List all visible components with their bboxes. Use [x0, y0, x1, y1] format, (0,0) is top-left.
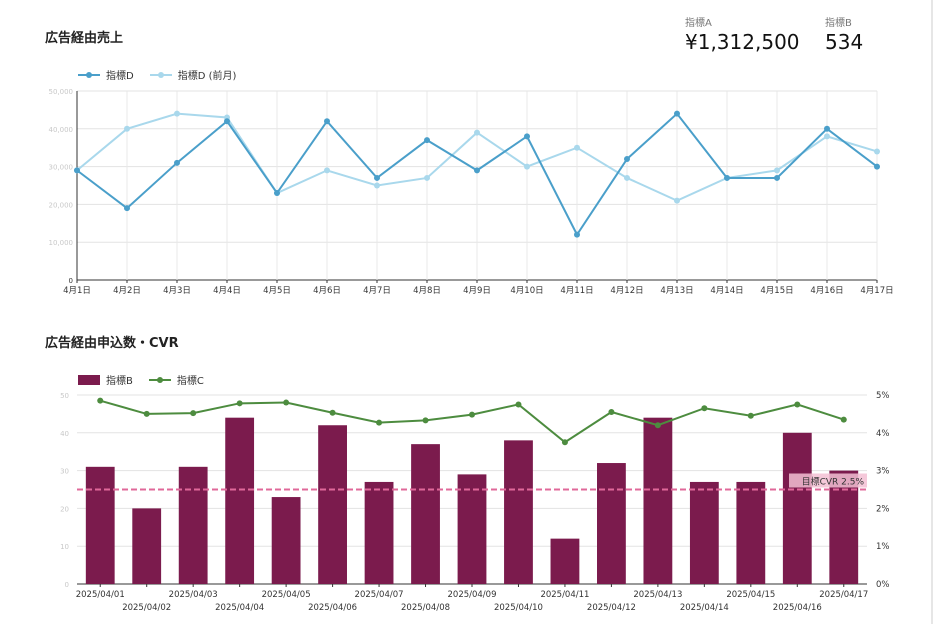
legend-swatch-current	[78, 71, 100, 78]
y-tick-label: 30,000	[49, 164, 74, 172]
data-point-current	[874, 163, 880, 170]
data-point-current	[174, 159, 180, 166]
data-point-prev	[424, 174, 430, 181]
data-point-current	[124, 205, 130, 212]
x-tick-label: 4月14日	[710, 286, 743, 296]
legend-item-bar[interactable]: 指標B	[78, 372, 133, 387]
kpi-a-label: 指標A	[685, 18, 712, 29]
legend-item-cvr[interactable]: 指標C	[148, 372, 204, 387]
x-tick-label: 4月17日	[860, 286, 893, 296]
data-point-current	[774, 174, 780, 181]
y-tick-label: 50,000	[49, 88, 74, 96]
legend-label-cvr: 指標C	[176, 376, 204, 387]
x-tick-label: 4月6日	[313, 286, 341, 296]
y-tick-label: 20,000	[49, 201, 74, 209]
data-point-current	[674, 110, 680, 117]
x-tick-label: 4月4日	[213, 286, 241, 296]
legend-label-bar: 指標B	[106, 376, 133, 387]
data-point-current	[574, 231, 580, 238]
x-tick-label: 4月9日	[463, 286, 491, 296]
data-point-prev	[674, 197, 680, 204]
kpi-b-value: 534	[825, 30, 864, 54]
data-point-prev	[824, 133, 830, 140]
y-tick-label: 40,000	[49, 126, 74, 134]
x-tick-label: 4月2日	[113, 286, 141, 296]
data-point-prev	[574, 144, 580, 151]
data-point-current	[524, 133, 530, 140]
data-point-prev	[774, 167, 780, 174]
line-chart-legend: 指標D 指標D (前月)	[78, 67, 252, 82]
legend-swatch-bar	[78, 374, 100, 385]
legend-label-prev: 指標D (前月)	[177, 71, 237, 82]
data-point-prev	[874, 148, 880, 155]
kpi-b-label: 指標B	[825, 18, 852, 29]
bar-chart-legend: 指標B 指標C	[78, 372, 220, 387]
data-point-current	[474, 167, 480, 174]
data-point-current	[324, 118, 330, 125]
data-point-current	[724, 174, 730, 181]
kpi-a-value: ¥1,312,500	[685, 30, 800, 54]
line-chart: 0 10,000 20,000 30,000 40,000 50,000 4月1日 4月2日 4…	[49, 88, 894, 296]
data-point-current	[374, 174, 380, 181]
x-tick-label: 4月7日	[363, 286, 391, 296]
legend-swatch-prev	[149, 71, 172, 78]
data-point-current	[74, 167, 80, 174]
data-point-prev	[374, 182, 380, 189]
data-point-prev	[624, 174, 630, 181]
data-point-current	[424, 137, 430, 144]
legend-label-current: 指標D	[106, 71, 134, 82]
x-tick-label: 4月10日	[510, 286, 543, 296]
legend-swatch-cvr	[148, 376, 171, 383]
data-point-current	[274, 190, 280, 197]
legend-item-prev[interactable]: 指標D (前月)	[149, 67, 237, 82]
data-point-prev	[524, 163, 530, 170]
x-tick-label: 4月5日	[263, 286, 291, 296]
section1-title: 広告経由売上	[45, 31, 124, 46]
x-tick-label: 4月16日	[810, 286, 843, 296]
section2-title: 広告経由申込数・CVR	[45, 336, 179, 351]
legend-item-current[interactable]: 指標D	[78, 67, 134, 82]
data-point-prev	[474, 129, 480, 136]
x-tick-label: 4月15日	[760, 286, 793, 296]
x-tick-label: 4月1日	[63, 286, 91, 296]
x-tick-label: 4月12日	[610, 286, 643, 296]
data-point-current	[824, 125, 830, 132]
x-tick-label: 4月11日	[560, 286, 593, 296]
data-point-prev	[124, 125, 130, 132]
y-tick-label: 0	[69, 277, 73, 285]
x-tick-label: 4月13日	[660, 286, 693, 296]
x-tick-label: 4月8日	[413, 286, 441, 296]
y-tick-label: 10,000	[49, 239, 74, 247]
data-point-prev	[174, 110, 180, 117]
data-point-current	[224, 118, 230, 125]
data-point-current	[624, 156, 630, 163]
x-tick-label: 4月3日	[163, 286, 191, 296]
data-point-prev	[324, 167, 330, 174]
